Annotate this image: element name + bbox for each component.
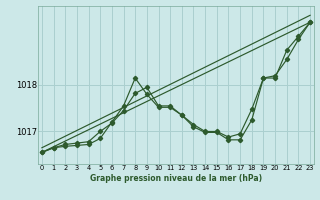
- X-axis label: Graphe pression niveau de la mer (hPa): Graphe pression niveau de la mer (hPa): [90, 174, 262, 183]
